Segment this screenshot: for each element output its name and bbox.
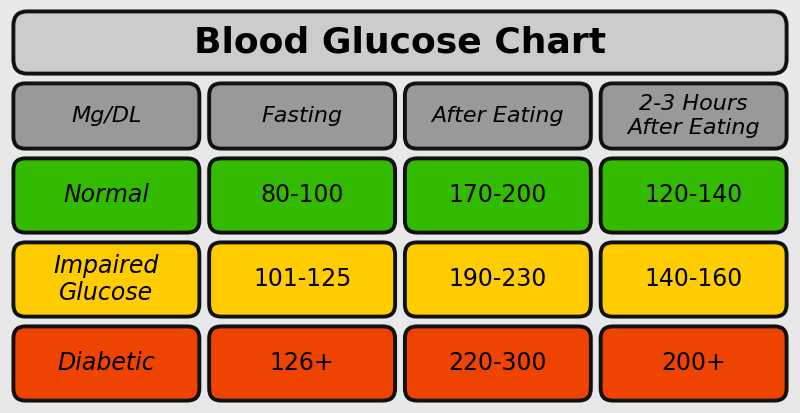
FancyBboxPatch shape [14, 159, 199, 233]
FancyBboxPatch shape [405, 83, 591, 149]
FancyBboxPatch shape [405, 242, 591, 317]
Text: Mg/DL: Mg/DL [71, 106, 142, 126]
Text: 101-125: 101-125 [253, 268, 351, 292]
FancyBboxPatch shape [14, 12, 786, 74]
FancyBboxPatch shape [14, 326, 199, 401]
Text: Diabetic: Diabetic [58, 351, 155, 375]
FancyBboxPatch shape [405, 159, 591, 233]
Text: 200+: 200+ [662, 351, 726, 375]
FancyBboxPatch shape [601, 83, 786, 149]
FancyBboxPatch shape [209, 326, 395, 401]
FancyBboxPatch shape [14, 83, 199, 149]
Text: Fasting: Fasting [262, 106, 342, 126]
Text: 140-160: 140-160 [645, 268, 742, 292]
Text: 2-3 Hours
After Eating: 2-3 Hours After Eating [627, 95, 760, 138]
FancyBboxPatch shape [14, 242, 199, 317]
FancyBboxPatch shape [405, 326, 591, 401]
Text: 120-140: 120-140 [645, 183, 742, 207]
FancyBboxPatch shape [601, 326, 786, 401]
Text: 80-100: 80-100 [260, 183, 344, 207]
Text: 170-200: 170-200 [449, 183, 547, 207]
Text: Blood Glucose Chart: Blood Glucose Chart [194, 26, 606, 59]
FancyBboxPatch shape [209, 83, 395, 149]
FancyBboxPatch shape [601, 159, 786, 233]
Text: 190-230: 190-230 [449, 268, 547, 292]
Text: 126+: 126+ [270, 351, 334, 375]
Text: After Eating: After Eating [431, 106, 564, 126]
Text: 220-300: 220-300 [449, 351, 547, 375]
Text: Impaired
Glucose: Impaired Glucose [54, 254, 159, 305]
FancyBboxPatch shape [601, 242, 786, 317]
FancyBboxPatch shape [209, 242, 395, 317]
FancyBboxPatch shape [209, 159, 395, 233]
Text: Normal: Normal [63, 183, 150, 207]
